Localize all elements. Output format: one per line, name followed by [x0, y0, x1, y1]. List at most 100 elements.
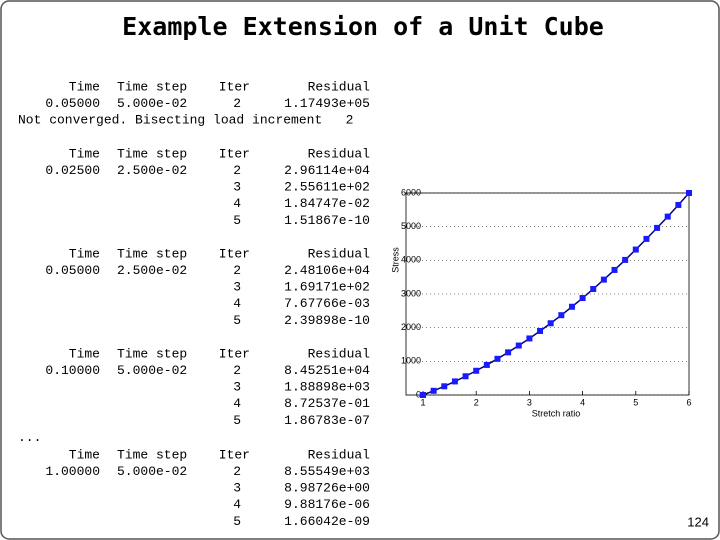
residual-cell: 9.88176e-06: [284, 497, 370, 512]
data-point: [430, 387, 437, 394]
residual-cell: 2.55611e+02: [284, 180, 370, 195]
step-cell: 5.000e-02: [117, 96, 187, 111]
slide-title: Example Extension of a Unit Cube: [122, 12, 604, 41]
data-point: [675, 201, 682, 208]
residual-cell: 8.45251e+04: [284, 363, 370, 378]
iter-cell: 2: [233, 363, 241, 378]
residual-cell: 8.55549e+03: [284, 464, 370, 479]
log-note: Not converged. Bisecting load increment …: [18, 113, 353, 128]
data-point: [462, 373, 469, 380]
residual-cell: 7.67766e-03: [284, 296, 370, 311]
data-point: [664, 213, 671, 220]
data-point: [579, 295, 586, 302]
residual-cell: 1.84747e-02: [284, 196, 370, 211]
residual-cell: 1.66042e-09: [284, 514, 370, 529]
iter-cell: 3: [233, 280, 241, 295]
column-header: Residual: [308, 246, 371, 261]
data-point: [441, 383, 448, 390]
column-header: Iter: [219, 447, 250, 462]
iter-cell: 2: [233, 163, 241, 178]
x-tick-label: 6: [686, 397, 691, 407]
column-header: Time step: [117, 146, 187, 161]
data-point: [526, 335, 533, 342]
y-tick-label: 0: [416, 389, 421, 399]
x-tick-label: 5: [633, 397, 638, 407]
iter-cell: 5: [233, 213, 241, 228]
time-cell: 1.00000: [45, 464, 100, 479]
log-note: ...: [18, 430, 41, 445]
y-tick-label: 6000: [401, 187, 421, 197]
time-cell: 0.02500: [45, 163, 100, 178]
column-header: Iter: [219, 146, 250, 161]
data-point: [622, 256, 629, 263]
data-point: [600, 276, 607, 283]
data-point: [420, 392, 426, 398]
residual-cell: 1.86783e-07: [284, 413, 370, 428]
data-point: [643, 235, 650, 242]
column-header: Residual: [308, 79, 371, 94]
y-tick-label: 4000: [401, 255, 421, 265]
column-header: Time: [69, 346, 100, 361]
x-axis-label: Stretch ratio: [532, 408, 581, 418]
column-header: Iter: [219, 79, 250, 94]
column-header: Time step: [117, 447, 187, 462]
y-tick-label: 2000: [401, 322, 421, 332]
column-header: Time: [69, 146, 100, 161]
residual-cell: 1.17493e+05: [284, 96, 370, 111]
data-point: [654, 224, 661, 231]
time-cell: 0.10000: [45, 363, 100, 378]
x-tick-label: 1: [420, 397, 425, 407]
iter-cell: 3: [233, 380, 241, 395]
residual-cell: 1.51867e-10: [284, 213, 370, 228]
column-header: Time step: [117, 346, 187, 361]
residual-cell: 2.96114e+04: [284, 163, 370, 178]
iter-cell: 3: [233, 481, 241, 496]
column-header: Time: [69, 447, 100, 462]
iter-cell: 4: [233, 497, 241, 512]
data-point: [611, 266, 618, 273]
data-point: [632, 246, 639, 253]
data-point: [515, 342, 522, 349]
column-header: Time: [69, 246, 100, 261]
column-header: Time step: [117, 79, 187, 94]
iter-cell: 2: [233, 263, 241, 278]
iter-cell: 4: [233, 196, 241, 211]
x-tick-label: 4: [580, 397, 585, 407]
data-point: [483, 361, 490, 368]
step-cell: 5.000e-02: [117, 464, 187, 479]
iter-cell: 5: [233, 413, 241, 428]
iter-cell: 4: [233, 296, 241, 311]
iter-cell: 5: [233, 313, 241, 328]
x-tick-label: 3: [527, 397, 532, 407]
x-tick-label: 2: [474, 397, 479, 407]
data-point: [537, 327, 544, 334]
column-header: Time step: [117, 246, 187, 261]
data-point: [494, 355, 501, 362]
residual-cell: 2.39898e-10: [284, 313, 370, 328]
column-header: Time: [69, 79, 100, 94]
residual-cell: 8.98726e+00: [284, 481, 370, 496]
column-header: Residual: [308, 146, 371, 161]
time-cell: 0.05000: [45, 263, 100, 278]
residual-cell: 2.48106e+04: [284, 263, 370, 278]
step-cell: 2.500e-02: [117, 263, 187, 278]
residual-cell: 1.88898e+03: [284, 380, 370, 395]
residual-cell: 8.72537e-01: [284, 396, 370, 411]
data-point: [505, 349, 512, 356]
step-cell: 5.000e-02: [117, 363, 187, 378]
column-header: Iter: [219, 346, 250, 361]
y-tick-label: 1000: [401, 356, 421, 366]
time-cell: 0.05000: [45, 96, 100, 111]
column-header: Residual: [308, 346, 371, 361]
data-point: [686, 190, 692, 196]
y-tick-label: 3000: [401, 288, 421, 298]
column-header: Residual: [308, 447, 371, 462]
data-point: [558, 312, 565, 319]
iter-cell: 2: [233, 96, 241, 111]
residual-cell: 1.69171e+02: [284, 280, 370, 295]
page-number: 124: [687, 514, 709, 529]
iter-cell: 4: [233, 396, 241, 411]
data-point: [568, 303, 575, 310]
